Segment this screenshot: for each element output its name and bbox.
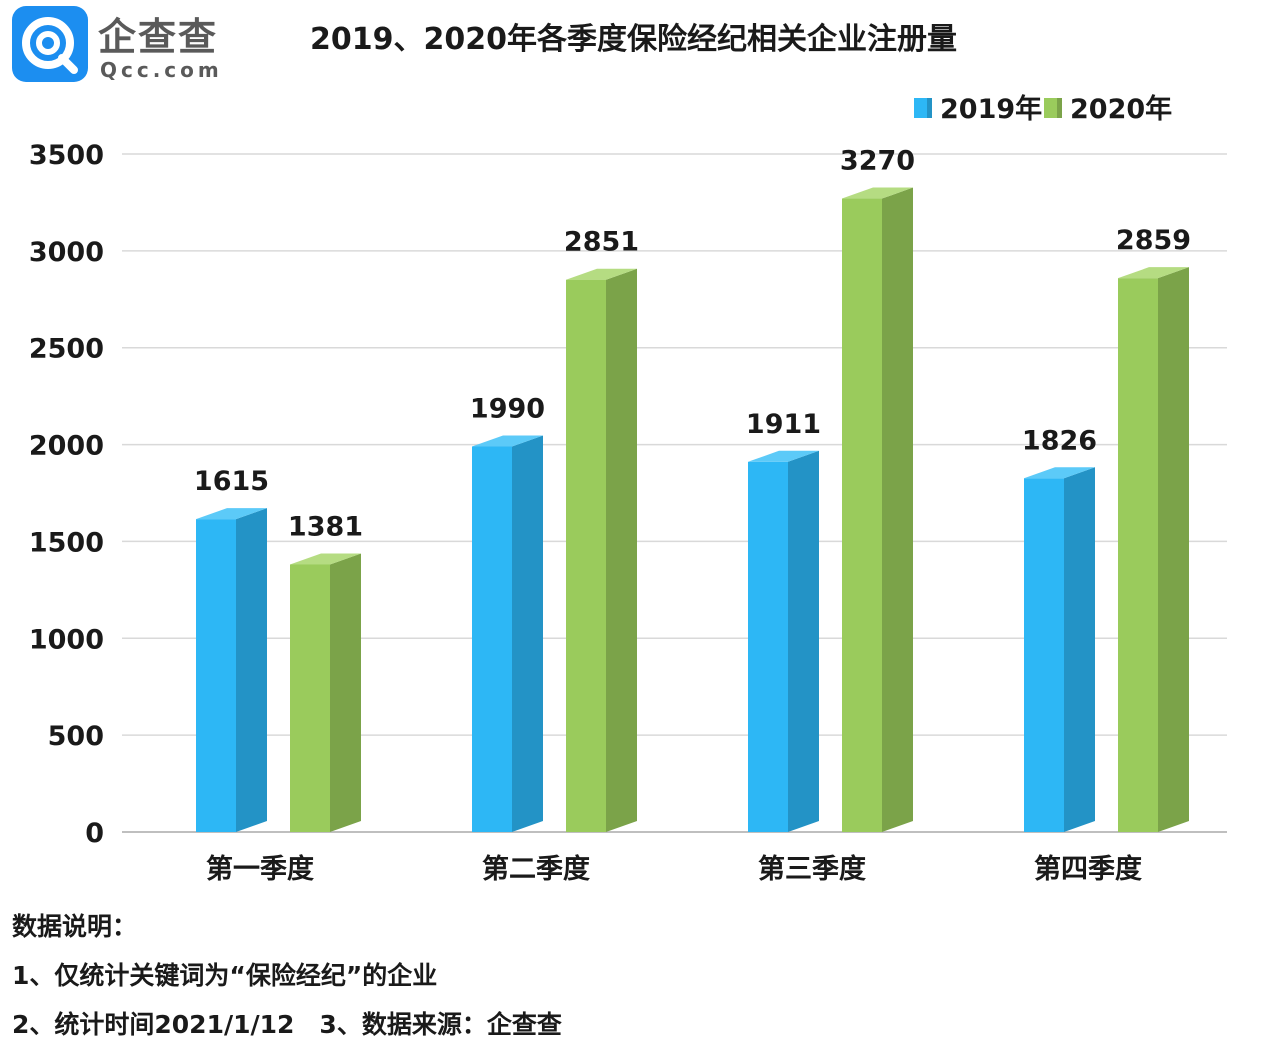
bar-side <box>1064 467 1095 832</box>
data-label: 2851 <box>564 227 639 258</box>
bar-top <box>842 187 913 199</box>
bar-top <box>1024 467 1095 479</box>
y-tick-label: 500 <box>48 721 104 752</box>
bar <box>1118 278 1158 832</box>
bar <box>842 198 882 832</box>
legend-label: 2020年 <box>1070 93 1172 125</box>
y-tick-label: 0 <box>85 818 104 849</box>
data-label: 1826 <box>1022 425 1097 456</box>
bar-top <box>748 450 819 462</box>
qcc-logo: 企查查 Qcc.com <box>12 6 242 86</box>
y-tick-label: 2500 <box>29 334 104 365</box>
bar-top <box>472 435 543 447</box>
x-tick-label: 第一季度 <box>206 853 314 885</box>
bar <box>472 446 512 832</box>
bar-side <box>882 187 913 832</box>
logo-text-en: Qcc.com <box>100 58 223 82</box>
legend-swatch <box>914 98 927 118</box>
legend-label: 2019年 <box>940 93 1042 125</box>
legend-swatch-side <box>1057 98 1062 118</box>
notes-heading: 数据说明： <box>12 912 138 941</box>
bar-side <box>788 450 819 832</box>
bar-top <box>1118 267 1189 279</box>
notes-line-2: 2、统计时间2021/1/12 3、数据来源：企查查 <box>12 1010 562 1039</box>
qcc-logo-icon <box>12 6 88 82</box>
legend-swatch-side <box>927 98 932 118</box>
bar-side <box>606 268 637 832</box>
x-tick-label: 第二季度 <box>482 853 590 885</box>
bar-side <box>236 508 267 832</box>
bar-top <box>566 268 637 280</box>
data-label: 1990 <box>470 394 545 425</box>
x-tick-label: 第三季度 <box>758 853 866 885</box>
data-label: 3270 <box>840 146 915 177</box>
data-label: 1615 <box>194 466 269 497</box>
y-tick-label: 3000 <box>29 237 104 268</box>
data-label: 2859 <box>1116 225 1191 256</box>
bar-top <box>290 553 361 565</box>
notes-line-1: 1、仅统计关键词为“保险经纪”的企业 <box>12 961 438 990</box>
y-tick-label: 2000 <box>29 431 104 462</box>
data-notes: 数据说明： 1、仅统计关键词为“保险经纪”的企业 2、统计时间2021/1/12… <box>12 905 562 1052</box>
bar-side <box>1158 267 1189 832</box>
data-label: 1381 <box>288 511 363 542</box>
bar-chart: 0 500 1000 1500 2000 2500 3000 3500 2019年 2020年 16… <box>29 93 1227 885</box>
bar <box>566 279 606 832</box>
bar <box>196 519 236 832</box>
bar <box>1024 478 1064 832</box>
x-tick-label: 第四季度 <box>1034 853 1142 885</box>
logo-text-cn: 企查查 <box>98 15 219 59</box>
y-tick-label: 1500 <box>29 527 104 558</box>
bar-side <box>512 435 543 832</box>
bar-top <box>196 508 267 520</box>
y-tick-label: 1000 <box>29 624 104 655</box>
bar-side <box>330 553 361 832</box>
bar <box>290 564 330 832</box>
y-tick-label: 3500 <box>29 140 104 171</box>
legend-swatch <box>1044 98 1057 118</box>
bar <box>748 461 788 832</box>
data-label: 1911 <box>746 409 821 440</box>
chart-title: 2019、2020年各季度保险经纪相关企业注册量 <box>310 22 957 57</box>
